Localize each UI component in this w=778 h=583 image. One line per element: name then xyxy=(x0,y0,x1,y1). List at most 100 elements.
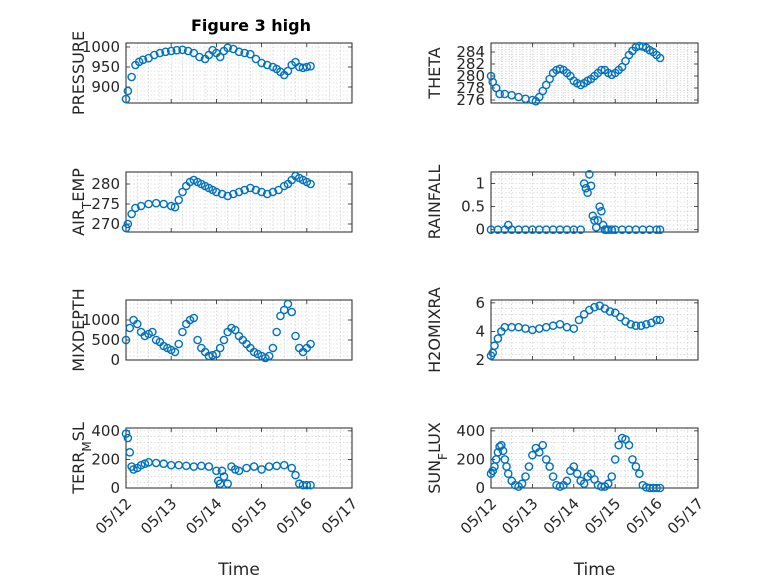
x-tick-label: 05/12 xyxy=(92,494,135,537)
data-point xyxy=(574,315,584,325)
data-point xyxy=(490,341,499,351)
y-tick-label: 0 xyxy=(110,479,120,497)
subplot-terr-msl: 0 200 400 05/12 05/13 05/14 05/15 05/16 05/17 Tim… xyxy=(69,422,361,580)
data-point xyxy=(136,201,146,211)
data-point xyxy=(597,206,606,216)
data-point xyxy=(166,201,176,211)
data-point xyxy=(245,183,255,193)
data-point xyxy=(287,307,297,317)
x-tick-label: 05/12 xyxy=(457,494,500,537)
x-tick-label: 05/15 xyxy=(227,494,270,537)
data-point xyxy=(223,479,232,489)
data-point xyxy=(562,476,572,486)
data-point xyxy=(131,203,140,213)
y-axis-label: PRESSURE xyxy=(69,31,88,115)
data-point xyxy=(127,72,136,82)
data-point xyxy=(121,429,131,439)
data-point xyxy=(636,321,646,331)
data-point xyxy=(576,225,586,234)
data-point xyxy=(204,462,214,471)
data-point xyxy=(212,187,221,197)
x-tick-label: 05/17 xyxy=(318,494,361,537)
y-axis-label: TERRMSL xyxy=(69,422,94,495)
data-point xyxy=(628,455,637,464)
y-tick-label: 6 xyxy=(475,294,485,312)
y-tick-label: 1000 xyxy=(82,311,120,329)
y-tick-label: 282 xyxy=(456,55,485,73)
data-point xyxy=(123,219,133,229)
axes-frame xyxy=(490,299,699,361)
data-point xyxy=(610,455,620,464)
data-point xyxy=(607,225,617,234)
data-point xyxy=(302,62,312,72)
data-point xyxy=(626,319,636,329)
data-point xyxy=(538,440,548,450)
data-point xyxy=(597,65,606,75)
data-point xyxy=(631,462,641,471)
y-tick-label: 276 xyxy=(456,91,485,109)
data-point xyxy=(541,455,551,464)
y-tick-label: 400 xyxy=(91,422,120,440)
data-point xyxy=(306,339,315,349)
data-point xyxy=(123,86,133,96)
y-axis-label: THETA xyxy=(425,47,444,99)
data-point xyxy=(159,199,168,209)
axes-frame xyxy=(125,42,353,104)
data-point xyxy=(279,305,289,315)
data-point xyxy=(545,462,554,471)
data-point xyxy=(234,47,244,57)
y-tick-label: 275 xyxy=(91,195,120,213)
data-point xyxy=(488,466,498,476)
data-point xyxy=(195,52,204,62)
data-point xyxy=(149,50,159,60)
data-point xyxy=(262,60,272,70)
data-point xyxy=(178,187,187,197)
data-point xyxy=(262,189,272,199)
subplot-h2omixra: 2 4 6 H2OMIXRA xyxy=(425,287,699,373)
y-tick-label: 200 xyxy=(91,450,120,468)
data-point xyxy=(652,483,661,493)
y-tick-label: 2 xyxy=(475,351,485,369)
data-point xyxy=(121,335,131,345)
x-axis-label: Time xyxy=(217,560,260,580)
data-point xyxy=(127,209,136,219)
data-point xyxy=(524,462,534,471)
data-point xyxy=(219,335,229,345)
data-point xyxy=(178,45,187,55)
data-point xyxy=(178,327,187,337)
data-point xyxy=(215,343,225,353)
data-point xyxy=(493,447,503,457)
data-point xyxy=(257,58,266,68)
data-point xyxy=(234,187,244,197)
data-point xyxy=(528,450,537,460)
data-point xyxy=(569,324,579,333)
data-point xyxy=(240,185,249,195)
data-point xyxy=(189,313,199,323)
data-point xyxy=(172,45,182,55)
data-point xyxy=(249,462,259,471)
data-point xyxy=(212,349,221,359)
y-tick-label: 280 xyxy=(456,67,485,85)
data-point xyxy=(291,331,300,341)
axes-frame xyxy=(125,171,353,233)
data-point xyxy=(230,465,240,474)
data-point xyxy=(287,463,297,473)
data-point xyxy=(497,440,506,450)
x-tick-label: 05/17 xyxy=(664,494,707,537)
axes-box xyxy=(125,42,353,104)
axes-frame xyxy=(490,427,699,489)
data-point xyxy=(123,433,133,443)
data-point xyxy=(521,472,530,481)
data-point xyxy=(635,469,644,479)
data-point xyxy=(223,191,232,201)
data-point xyxy=(251,54,261,64)
data-point xyxy=(251,185,261,195)
y-tick-label: 1 xyxy=(475,175,485,193)
x-tick-label: 05/16 xyxy=(273,494,316,537)
data-point xyxy=(595,202,604,211)
data-point xyxy=(583,188,592,198)
data-point xyxy=(607,472,617,481)
data-point xyxy=(219,472,229,481)
data-point xyxy=(590,302,599,312)
data-point xyxy=(140,459,150,469)
